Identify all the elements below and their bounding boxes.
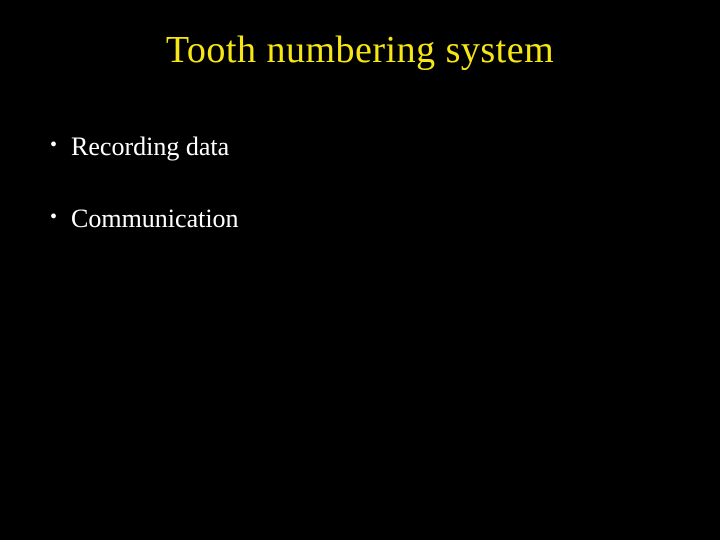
bullet-marker-icon: • — [50, 204, 57, 230]
list-item: • Recording data — [50, 132, 680, 162]
bullet-list: • Recording data • Communication — [40, 132, 680, 234]
slide-title-container: Tooth numbering system — [40, 28, 680, 72]
list-item: • Communication — [50, 204, 680, 234]
bullet-text: Recording data — [71, 132, 229, 162]
bullet-text: Communication — [71, 204, 239, 234]
slide-title: Tooth numbering system — [40, 28, 680, 72]
slide-container: Tooth numbering system • Recording data … — [0, 0, 720, 540]
bullet-marker-icon: • — [50, 132, 57, 158]
